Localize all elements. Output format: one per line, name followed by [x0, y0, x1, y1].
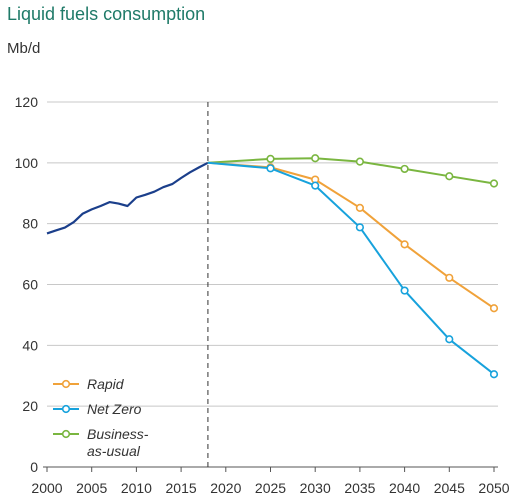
data-point-rapid-2050	[489, 304, 499, 313]
x-tick-label-2005: 2005	[76, 480, 107, 496]
y-tick-label-20: 20	[22, 398, 38, 414]
data-point-business-as-usual-2050	[489, 179, 499, 188]
series-business-as-usual	[207, 154, 499, 188]
y-axis-unit-label: Mb/d	[7, 40, 41, 57]
series-line-rapid	[207, 161, 495, 310]
series-net-zero	[207, 161, 499, 379]
x-tick-label-2050: 2050	[478, 480, 509, 496]
series-rapid	[207, 161, 499, 313]
x-tick-label-2040: 2040	[389, 480, 420, 496]
legend-marker-net-zero	[61, 404, 71, 414]
y-tick-label-100: 100	[15, 155, 39, 171]
legend-marker-business-as-usual	[61, 429, 71, 439]
data-point-net-zero-2035	[355, 223, 365, 232]
data-point-net-zero-2045	[445, 335, 454, 344]
data-point-rapid-2040	[400, 240, 409, 249]
legend-marker-rapid	[61, 379, 71, 389]
data-point-business-as-usual-2045	[445, 172, 454, 181]
y-tick-label-120: 120	[15, 94, 39, 110]
data-point-rapid-2045	[445, 273, 454, 282]
x-tick-label-2030: 2030	[300, 480, 331, 496]
x-tick-label-2045: 2045	[434, 480, 465, 496]
legend-label-business-as-usual-1: Business-	[87, 426, 149, 442]
y-tick-label-80: 80	[22, 216, 38, 232]
data-point-rapid-2035	[355, 203, 365, 212]
y-tick-label-0: 0	[30, 459, 38, 475]
data-point-net-zero-2030	[311, 181, 320, 190]
x-tick-label-2025: 2025	[255, 480, 286, 496]
data-point-business-as-usual-2040	[400, 164, 409, 174]
legend-label-net-zero: Net Zero	[87, 401, 142, 417]
data-point-business-as-usual-2035	[355, 157, 365, 166]
history-line	[46, 161, 209, 235]
legend-item-rapid: Rapid	[53, 376, 125, 392]
chart-title: Liquid fuels consumption	[7, 4, 206, 24]
x-tick-label-2000: 2000	[31, 480, 62, 496]
data-point-business-as-usual-2030	[311, 154, 320, 163]
x-tick-label-2010: 2010	[121, 480, 152, 496]
data-point-business-as-usual-2025	[266, 154, 275, 163]
series-lines	[46, 154, 499, 379]
x-tick-label-2035: 2035	[344, 480, 375, 496]
data-point-net-zero-2040	[400, 286, 409, 295]
data-point-net-zero-2050	[489, 370, 499, 379]
y-tick-label-40: 40	[22, 337, 38, 353]
x-tick-label-2015: 2015	[166, 480, 197, 496]
legend-item-net-zero: Net Zero	[53, 401, 142, 417]
x-tick-label-2020: 2020	[210, 480, 241, 496]
data-point-net-zero-2025	[266, 164, 275, 173]
y-tick-label-60: 60	[22, 277, 38, 293]
legend-label-rapid: Rapid	[87, 376, 125, 392]
legend-item-business-as-usual: Business-as-usual	[53, 426, 149, 459]
legend-label-business-as-usual-2: as-usual	[87, 443, 141, 459]
grid-lines	[47, 101, 498, 407]
legend: Rapid Net Zero Business-as-usual	[53, 376, 149, 459]
